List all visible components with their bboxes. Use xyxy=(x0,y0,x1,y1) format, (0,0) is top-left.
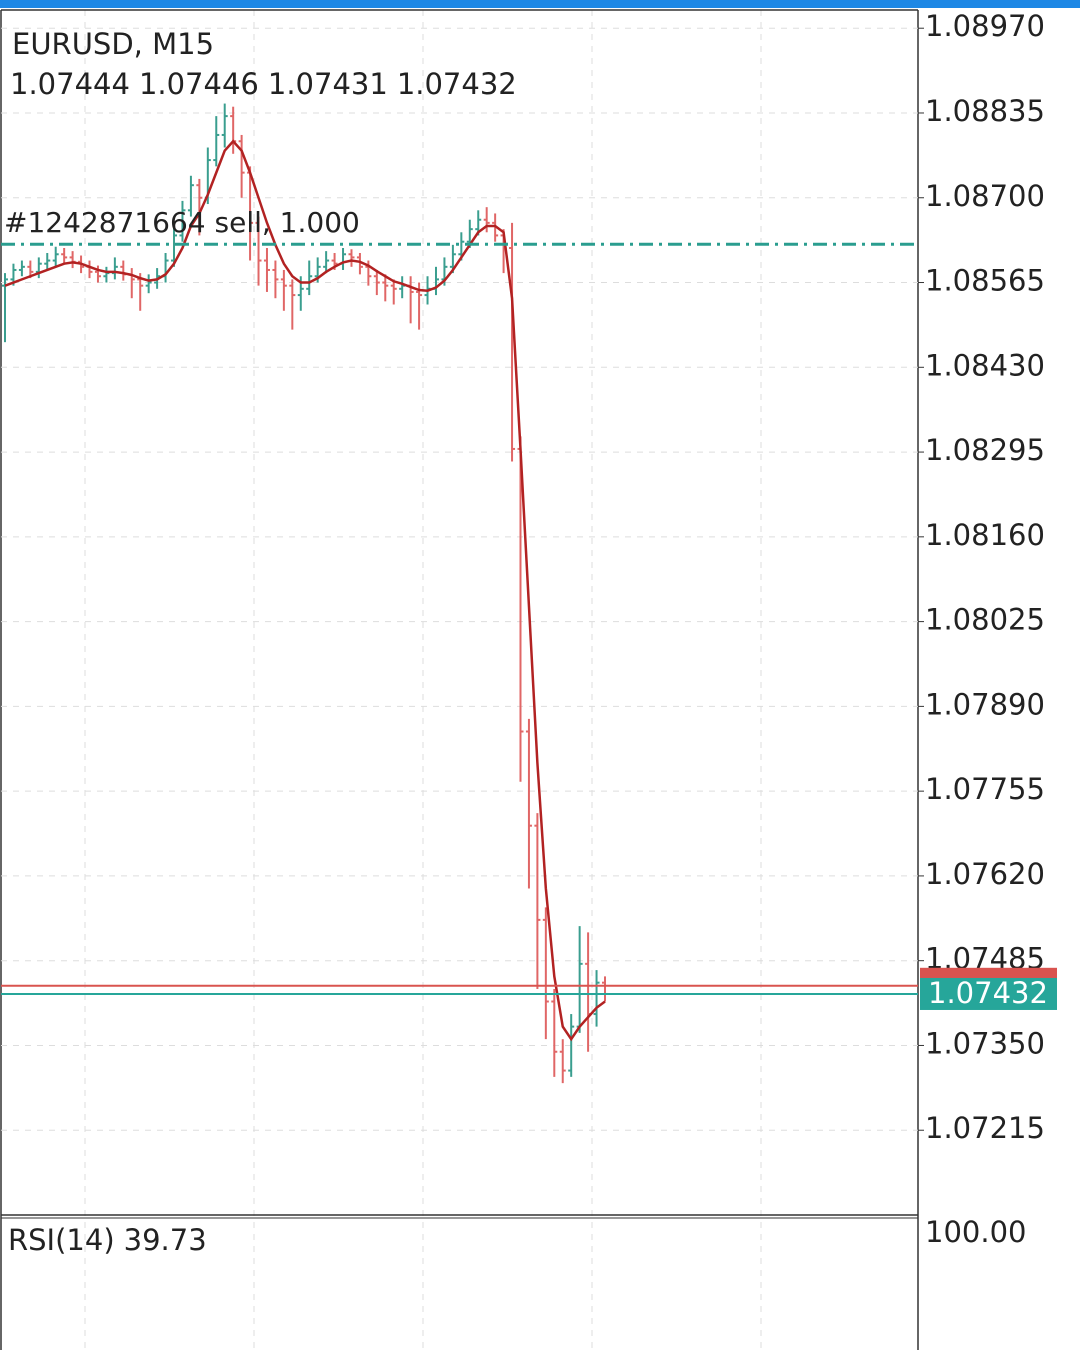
y-tick-label: 1.07215 xyxy=(925,1111,1045,1145)
rsi-tick-label: 100.00 xyxy=(925,1215,1026,1249)
y-tick-label: 1.07350 xyxy=(925,1026,1045,1060)
vertical-grid xyxy=(84,10,762,1350)
y-tick-label: 1.07890 xyxy=(925,687,1045,721)
y-tick-label: 1.08565 xyxy=(925,264,1045,298)
ohlc-value: 1.07431 xyxy=(268,67,388,101)
ohlc-value: 1.07444 xyxy=(10,67,130,101)
chart-title: EURUSD, M15 xyxy=(12,27,214,61)
bid-label: 1.07432 xyxy=(928,976,1048,1010)
y-tick-label: 1.08970 xyxy=(925,9,1045,43)
ohlc-header: 1.07444 1.07446 1.07431 1.07432 xyxy=(10,67,517,101)
order-label: #1242871664 sell, 1.000 xyxy=(4,206,360,239)
y-tick-label: 1.08025 xyxy=(925,603,1045,637)
ohlc-value: 1.07446 xyxy=(139,67,259,101)
bid-label-box xyxy=(920,977,1057,1010)
moving-average xyxy=(4,139,606,1042)
top-bar xyxy=(0,0,1080,8)
y-tick-label: 1.08430 xyxy=(925,348,1045,382)
y-tick-label: 1.08700 xyxy=(925,179,1045,213)
y-tick-label: 1.07755 xyxy=(925,772,1045,806)
rsi-label: RSI(14) 39.73 xyxy=(8,1223,207,1257)
y-tick-label: 1.08835 xyxy=(925,94,1045,128)
y-tick-label: 1.08295 xyxy=(925,433,1045,467)
y-tick-label: 1.07620 xyxy=(925,857,1045,891)
rsi-value: 39.73 xyxy=(124,1223,207,1257)
y-tick-label: 1.08160 xyxy=(925,518,1045,552)
ohlc-value: 1.07432 xyxy=(397,67,517,101)
rsi-label: RSI(14) xyxy=(8,1223,115,1257)
